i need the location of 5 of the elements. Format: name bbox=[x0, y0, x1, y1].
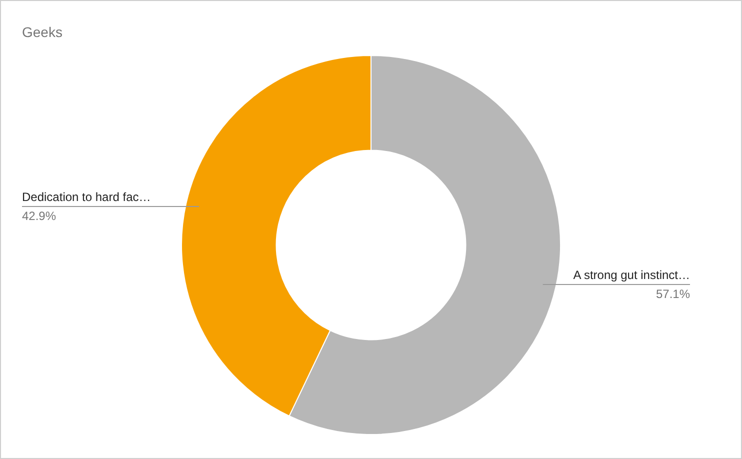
data-label: 57.1% bbox=[656, 286, 690, 301]
data-label: 42.9% bbox=[22, 209, 56, 224]
slice-label: A strong gut instinct… bbox=[573, 268, 690, 282]
chart-title: Geeks bbox=[22, 24, 62, 40]
slice-label: Dedication to hard fac… bbox=[22, 190, 151, 204]
